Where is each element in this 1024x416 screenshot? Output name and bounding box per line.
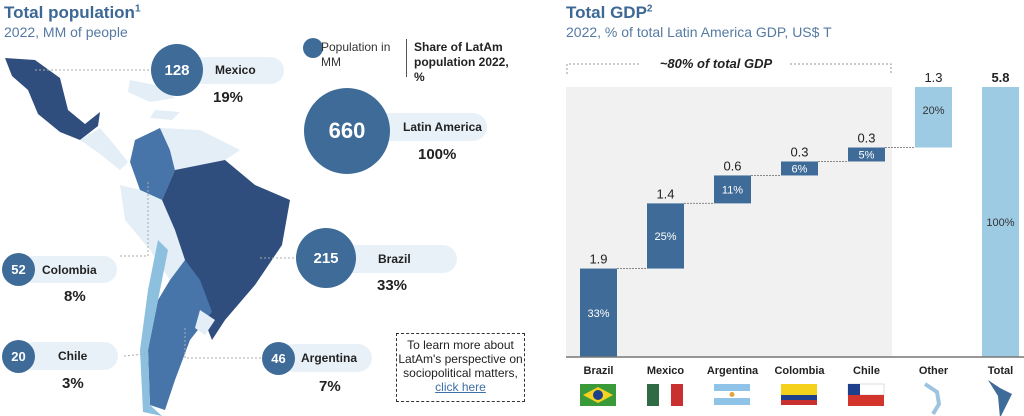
- note-text: To learn more about LatAm's perspective …: [398, 338, 523, 380]
- category-label: Chile: [853, 365, 880, 377]
- value-label: 1.9: [589, 252, 607, 267]
- value-label: 5.8: [991, 70, 1009, 85]
- click-here-link[interactable]: click here: [435, 380, 486, 394]
- bubble-colombia: 52: [2, 253, 35, 286]
- share-label: 6%: [792, 163, 808, 175]
- gdp-subtitle: 2022, % of total Latin America GDP, US$ …: [566, 24, 832, 40]
- chile-flag-red: [848, 395, 884, 406]
- bubble-mexico: 128: [151, 44, 203, 96]
- gdp-title: Total GDP2: [566, 3, 653, 22]
- bar-colombia: [781, 161, 818, 176]
- value-label: 0.3: [790, 144, 808, 159]
- brazil-flag-globe: [593, 390, 603, 400]
- category-label: Other: [919, 365, 949, 377]
- value-label: 0.6: [723, 158, 741, 173]
- map-central-america: [80, 128, 128, 170]
- category-label: Argentina: [707, 365, 759, 377]
- share-colombia: 8%: [64, 288, 86, 305]
- share-mexico: 19%: [213, 89, 244, 106]
- other-map-icon: [923, 382, 942, 416]
- highlight-background: [566, 87, 892, 357]
- map-caribbean: [128, 80, 180, 120]
- mexico-flag-icon: [647, 384, 659, 406]
- population-subtitle: 2022, MM of people: [4, 24, 128, 40]
- mexico-flag-white: [659, 384, 671, 406]
- share-label: 5%: [859, 150, 875, 162]
- legend-bubble-icon: [303, 38, 323, 58]
- bar-other: [915, 87, 952, 148]
- share-label: 11%: [722, 184, 743, 196]
- map-uruguay: [195, 310, 215, 335]
- colombia-flag-icon: [781, 384, 817, 395]
- bracket-label: ~80% of total GDP: [660, 56, 773, 71]
- share-label: 100%: [986, 217, 1014, 229]
- argentina-flag-sun: [729, 392, 735, 397]
- bubble-argentina: 46: [262, 342, 295, 375]
- learn-more-note: To learn more about LatAm's perspective …: [396, 333, 525, 402]
- share-label: 20%: [922, 105, 944, 117]
- legend-divider: [406, 39, 407, 77]
- map-peru-bolivia: [120, 185, 185, 280]
- gdp-waterfall-chart: ~80% of total GDP 1.9 33% Brazil 1.4 25% Mexic…: [566, 56, 1024, 416]
- label-chile: Chile: [58, 349, 88, 363]
- legend-share: Share of LatAm population 2022, %: [414, 40, 509, 84]
- bar-mexico: [647, 203, 684, 269]
- population-title: Total population1: [4, 3, 141, 22]
- label-latin-america: Latin America: [403, 120, 482, 134]
- label-mexico: Mexico: [215, 63, 256, 77]
- label-argentina: Argentina: [301, 351, 358, 365]
- category-label: Mexico: [647, 365, 685, 377]
- colombia-flag-blue: [781, 395, 817, 400]
- share-label: 25%: [654, 231, 676, 243]
- bar-brazil: [580, 268, 617, 357]
- share-argentina: 7%: [319, 378, 341, 395]
- bracket: [566, 63, 892, 74]
- map-chile: [140, 240, 168, 416]
- value-label: 1.3: [924, 70, 942, 85]
- argentina-flag-stripe: [714, 398, 750, 405]
- map-colombia: [130, 128, 175, 200]
- share-label: 33%: [587, 308, 609, 320]
- bubble-latin-america: 660: [304, 88, 390, 174]
- legend-population: Population in MM: [321, 40, 391, 69]
- colombia-flag-red: [781, 400, 817, 405]
- share-brazil: 33%: [377, 277, 408, 294]
- label-brazil: Brazil: [378, 252, 411, 266]
- map-venezuela-guyanas: [160, 128, 240, 170]
- value-label: 0.3: [857, 131, 875, 146]
- category-label: Brazil: [584, 365, 614, 377]
- category-label: Colombia: [774, 365, 825, 377]
- bubble-brazil: 215: [296, 228, 356, 288]
- latam-map-icon: [988, 380, 1012, 416]
- share-latin-america: 100%: [418, 146, 457, 163]
- bar-chile: [848, 147, 885, 162]
- share-chile: 3%: [62, 375, 84, 392]
- bar-argentina: [714, 175, 751, 204]
- argentina-flag-icon: [714, 384, 750, 391]
- category-label: Total: [988, 365, 1013, 377]
- bar-total: [982, 87, 1019, 357]
- latam-map: [5, 58, 296, 416]
- chile-flag-canton: [848, 384, 860, 395]
- value-label: 1.4: [656, 186, 674, 201]
- map-brazil: [162, 160, 290, 340]
- map-argentina: [148, 260, 212, 410]
- map-mexico: [5, 58, 100, 140]
- bubble-chile: 20: [2, 340, 35, 373]
- label-colombia: Colombia: [42, 263, 97, 277]
- mexico-flag-red: [671, 384, 683, 406]
